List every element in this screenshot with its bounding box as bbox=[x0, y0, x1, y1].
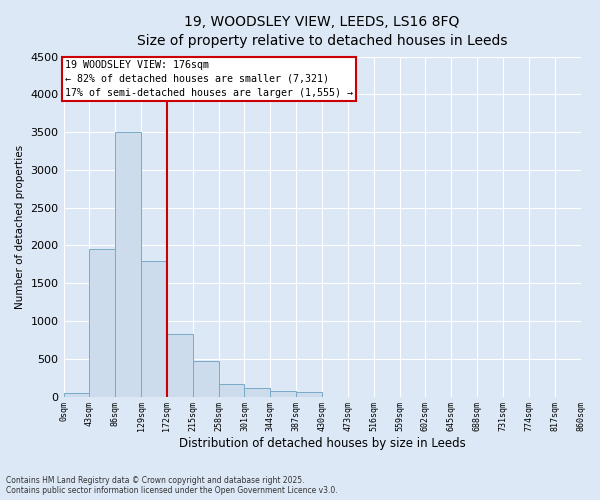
Bar bbox=[89, 250, 115, 396]
Bar bbox=[218, 384, 244, 396]
Bar bbox=[167, 334, 193, 396]
X-axis label: Distribution of detached houses by size in Leeds: Distribution of detached houses by size … bbox=[179, 437, 466, 450]
Bar bbox=[244, 388, 271, 396]
Bar bbox=[193, 361, 218, 396]
Bar bbox=[271, 392, 296, 396]
Text: Contains HM Land Registry data © Crown copyright and database right 2025.
Contai: Contains HM Land Registry data © Crown c… bbox=[6, 476, 338, 495]
Text: 19 WOODSLEY VIEW: 176sqm
← 82% of detached houses are smaller (7,321)
17% of sem: 19 WOODSLEY VIEW: 176sqm ← 82% of detach… bbox=[65, 60, 353, 98]
Bar bbox=[115, 132, 141, 396]
Title: 19, WOODSLEY VIEW, LEEDS, LS16 8FQ
Size of property relative to detached houses : 19, WOODSLEY VIEW, LEEDS, LS16 8FQ Size … bbox=[137, 15, 507, 48]
Bar bbox=[141, 260, 167, 396]
Y-axis label: Number of detached properties: Number of detached properties bbox=[15, 144, 25, 308]
Bar bbox=[296, 392, 322, 396]
Bar bbox=[64, 393, 89, 396]
